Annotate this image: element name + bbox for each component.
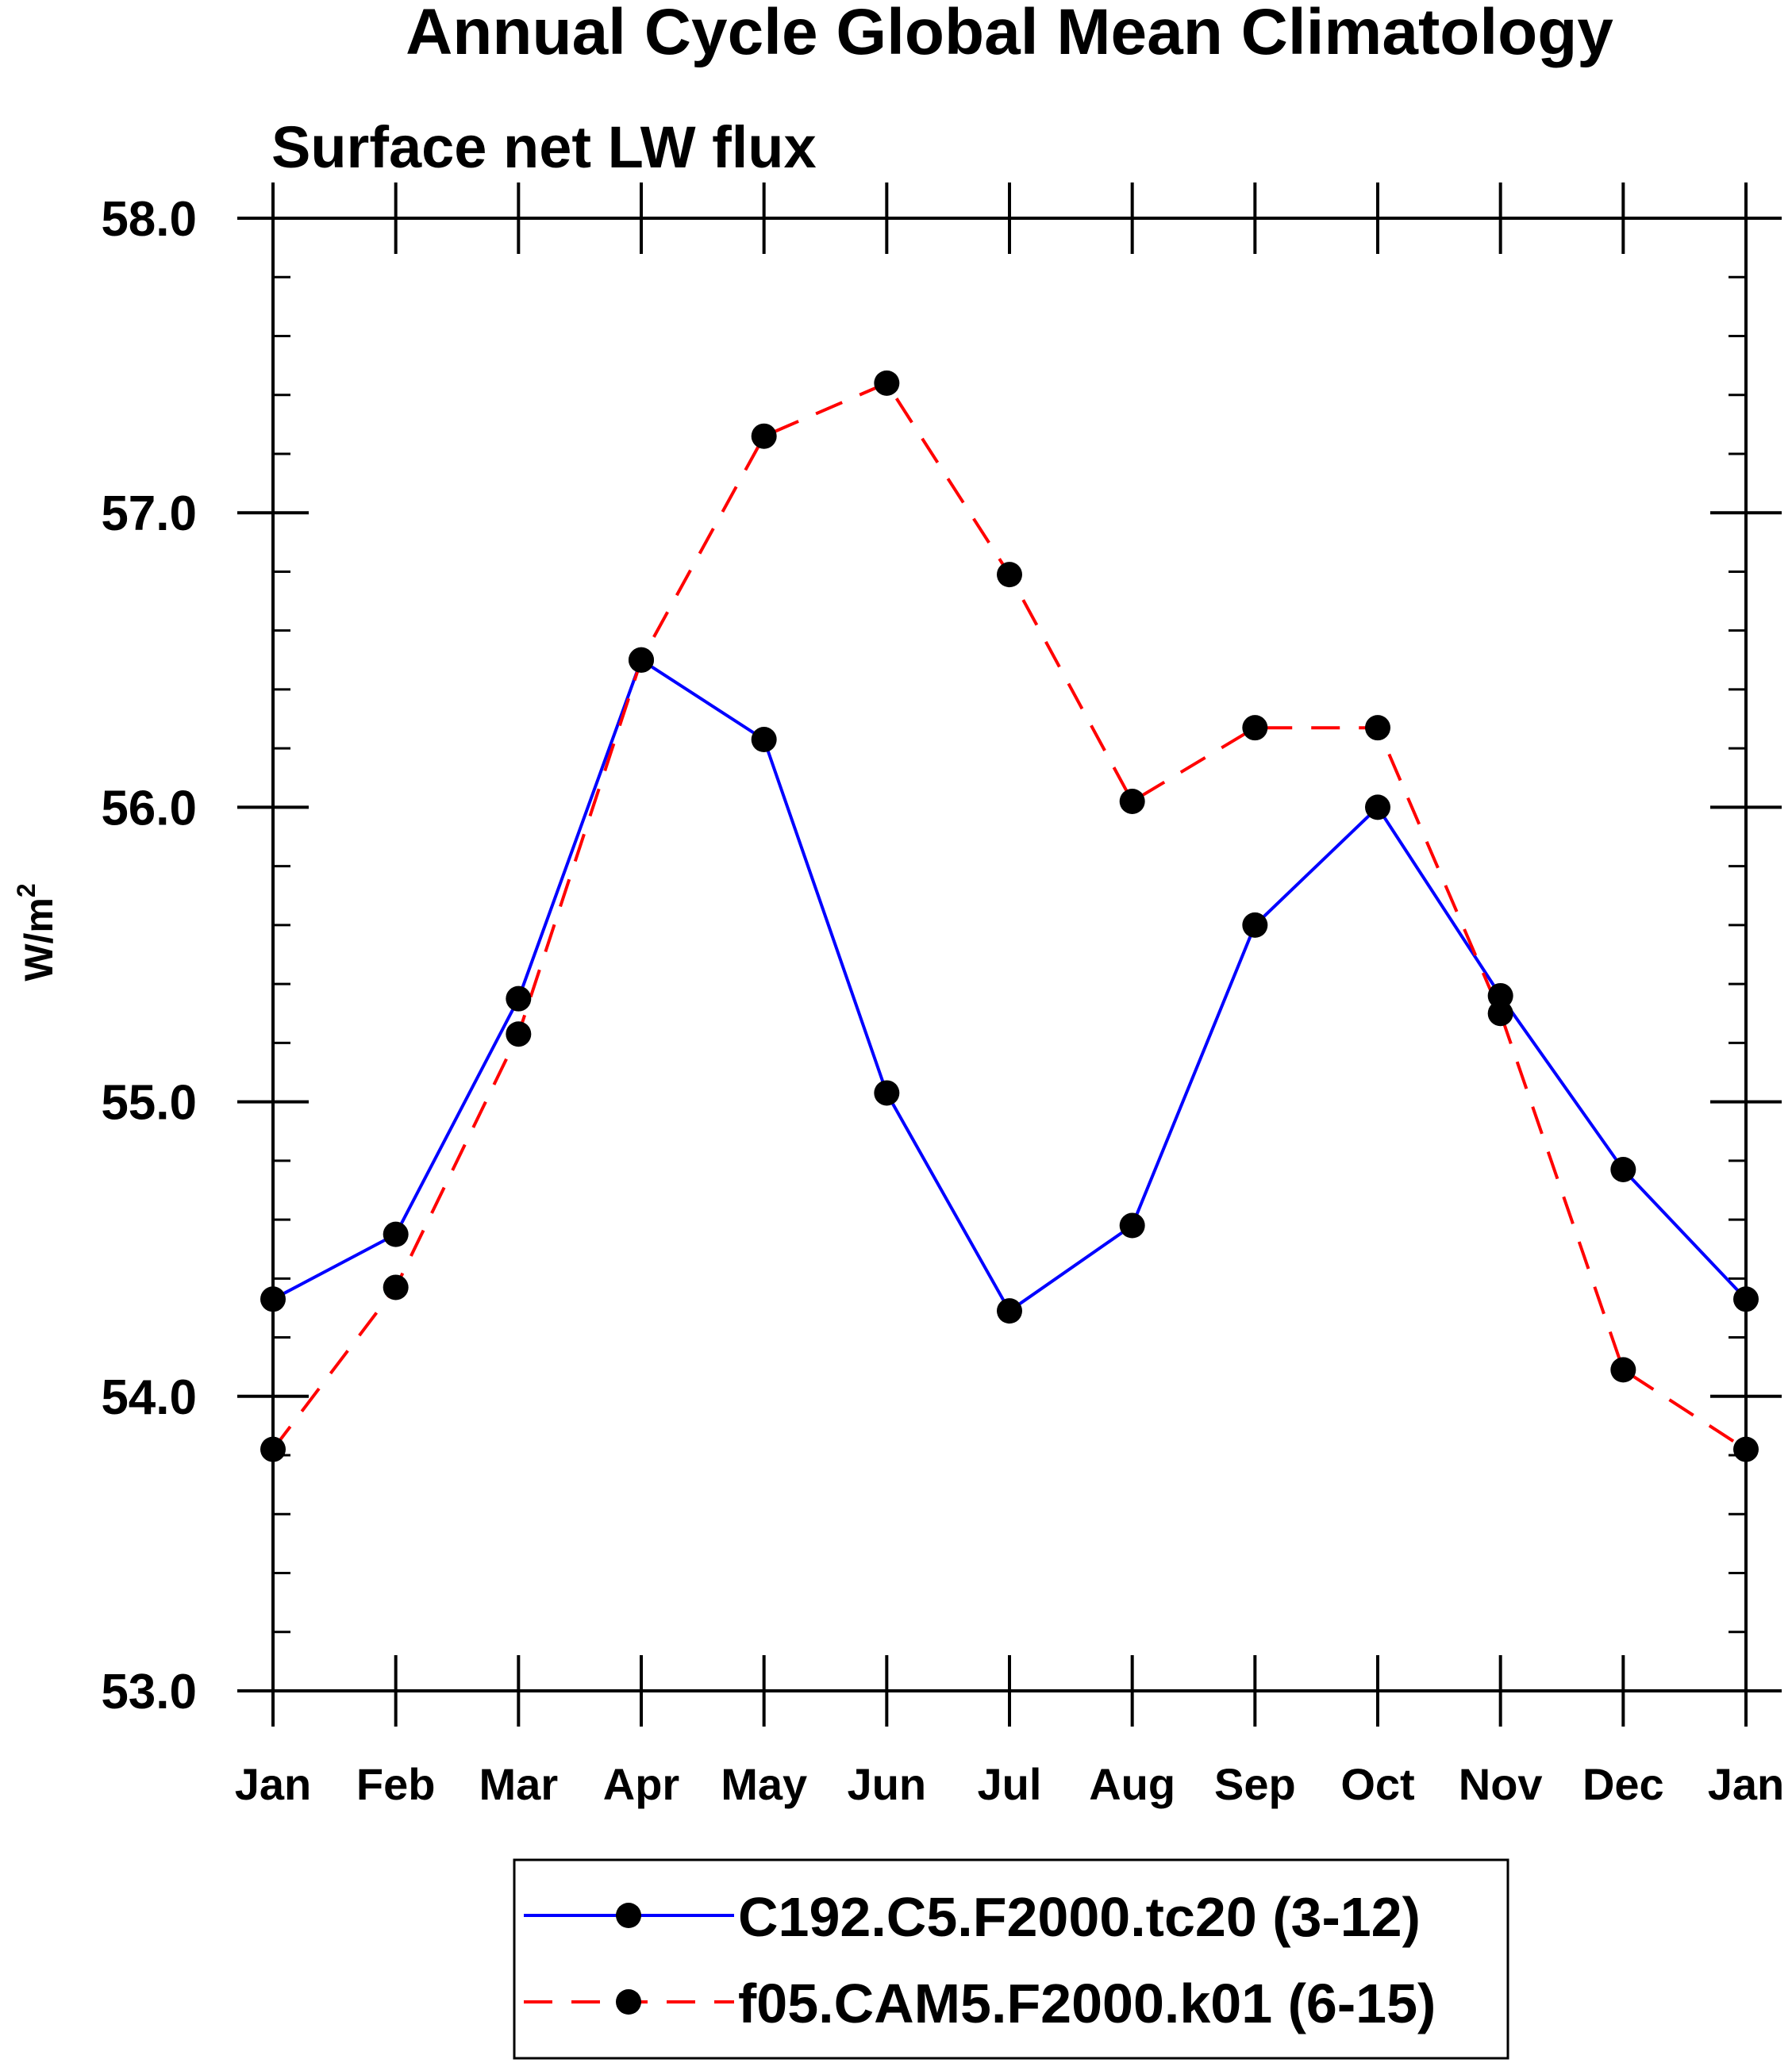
x-tick-label: Feb: [356, 1759, 436, 1809]
series-1-point: [751, 727, 777, 753]
series-line-1: [272, 658, 1748, 1313]
y-axis-label-superscript: 2: [12, 883, 40, 897]
y-tick-label: 55.0: [101, 1076, 197, 1131]
legend: C192.C5.F2000.tc20 (3-12) f05.CAM5.F2000…: [513, 1858, 1509, 2060]
chart-title: Annual Cycle Global Mean Climatology: [406, 0, 1613, 68]
x-tick-label: Jan: [235, 1759, 312, 1809]
x-tick-label: Dec: [1582, 1759, 1664, 1809]
y-tick-label: 53.0: [101, 1665, 197, 1719]
y-tick-label: 54.0: [101, 1370, 197, 1425]
legend-label-series-1: C192.C5.F2000.tc20 (3-12): [738, 1886, 1421, 1948]
series-1-point: [1119, 1212, 1145, 1239]
x-tick-label: May: [721, 1759, 807, 1809]
x-tick-label: Jul: [978, 1759, 1042, 1809]
legend-marker-series-1: [616, 1903, 641, 1928]
y-tick-label: 57.0: [101, 486, 197, 541]
series-2-point: [1119, 788, 1145, 814]
series-1-point: [1610, 1156, 1636, 1182]
y-tick-label: 58.0: [101, 192, 197, 247]
x-tick-label: Jun: [848, 1759, 927, 1809]
svg-text:W/m2: W/m2: [12, 883, 61, 981]
series-2-point: [751, 423, 777, 449]
series-2-point: [1365, 715, 1390, 741]
series-2-point: [1487, 1001, 1513, 1027]
series-layer: [260, 370, 1759, 1462]
plot-frame: [271, 217, 1748, 1692]
series-line-2: [271, 381, 1748, 1451]
x-tick-label: Aug: [1089, 1759, 1175, 1809]
legend-marker-series-2: [616, 1989, 641, 2015]
x-tick-label: Oct: [1340, 1759, 1414, 1809]
series-1-point: [997, 1298, 1022, 1324]
x-tick-label: Jan: [1708, 1759, 1785, 1809]
x-tick-label: Nov: [1459, 1759, 1543, 1809]
series-2-point: [874, 370, 900, 396]
x-tick-label: Apr: [603, 1759, 679, 1809]
x-tick-label: Sep: [1214, 1759, 1296, 1809]
legend-label-series-2: f05.CAM5.F2000.k01 (6-15): [738, 1973, 1436, 2034]
legend-box: [513, 1858, 1509, 2060]
series-1-point: [383, 1221, 409, 1247]
y-axis-label: W/m2: [12, 883, 61, 981]
y-axis-label-base: W/m: [17, 897, 61, 982]
series-2-point: [1242, 715, 1268, 741]
series-2-point: [383, 1274, 409, 1300]
series-2-point: [997, 562, 1022, 588]
series-1-point: [1365, 794, 1390, 820]
x-tick-label: Mar: [479, 1759, 559, 1809]
series-2-point: [506, 1021, 532, 1047]
axes: 53.0 54.0 55.0 56.0 57.0 58.0 Jan Feb Mar Apr May J…: [101, 182, 1784, 1809]
series-1-point: [874, 1080, 900, 1106]
series-1-point: [1487, 982, 1513, 1008]
series-1-point: [1242, 912, 1268, 938]
y-tick-label: 56.0: [101, 781, 197, 836]
series-2-point: [629, 647, 654, 673]
chart-subtitle: Surface net LW flux: [271, 114, 817, 180]
series-1-point: [506, 985, 532, 1012]
series-2-point: [1610, 1357, 1636, 1383]
